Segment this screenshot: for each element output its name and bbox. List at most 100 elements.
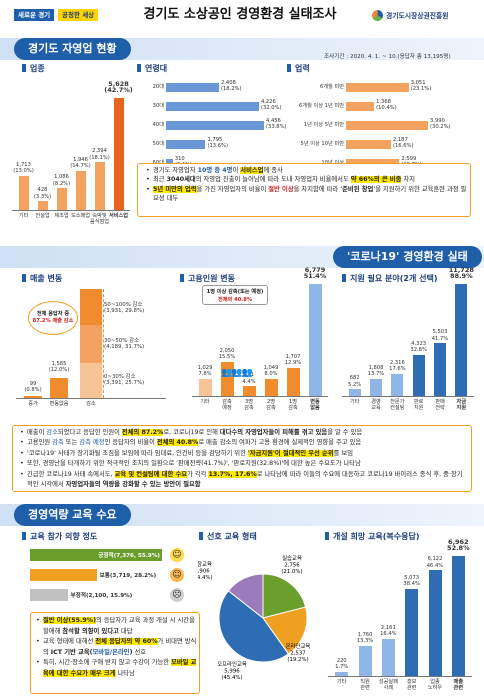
- sales-decrease-seg-3: [80, 363, 102, 398]
- age-value: 4,226 (32.0%): [260, 99, 282, 112]
- sales-label-decrease: 감소: [86, 401, 96, 407]
- support-axis: [342, 396, 474, 397]
- pie-slice: [218, 590, 290, 663]
- support-value: 11,728 88.9%: [448, 266, 474, 281]
- employees-bar: [220, 362, 234, 396]
- industry-label: 서비스업: [108, 213, 129, 219]
- age-bar: [166, 83, 219, 92]
- age-value: 4,456 (33.8%): [266, 118, 287, 131]
- topics-label: 홍보 관련: [406, 679, 417, 692]
- intent-bar: [30, 569, 97, 581]
- age-label: 40대: [152, 122, 164, 128]
- sales-decrease-seg-1: [80, 289, 102, 325]
- note-2-2: 고용인원 감축 또는 감축 예정인 응답자의 비율이 전체의 40.8%로 매출…: [20, 438, 468, 449]
- note-1-3: 5년 미만의 업력을 가진 자영업자의 비율이 절반 이상을 차지함에 따라 '…: [146, 185, 468, 204]
- page-title: 경기도 소상공인 경영환경 실태조사: [143, 7, 337, 22]
- industry-value: 1,946 (14.7%): [70, 157, 91, 170]
- career-title: 업력: [287, 63, 310, 74]
- career-value: 3,990 (30.2%): [430, 118, 451, 131]
- survey-note: 조사기간 : 2020. 4. 1. ~ 10.(응답자 총 13,195명): [324, 54, 451, 60]
- sales-label-nochange: 변동없음: [49, 401, 69, 407]
- employees-label: 3명 감축: [244, 399, 254, 412]
- topics-label: 매출 관련: [453, 679, 464, 692]
- pie-label: 실습교육 2,756 (21.0%): [281, 554, 302, 575]
- industry-bar: [75, 171, 86, 210]
- support-label: 기타: [349, 399, 360, 405]
- sales-seg-1-label: 50~100% 감소 (3,931, 29.8%): [104, 302, 145, 315]
- sales-bracket: [103, 289, 104, 398]
- employees-bar: [198, 378, 212, 396]
- employees-label: 기타: [200, 399, 210, 405]
- org-logo: 경기도시장상권진흥원: [372, 9, 482, 23]
- employees-value: 1,029 7.8%: [197, 364, 213, 378]
- sales-nochange-value: 1,585 (12.0%): [48, 361, 70, 374]
- topics-axis: [328, 676, 472, 677]
- person-icon: 👥: [231, 368, 242, 378]
- employees-bar: [264, 378, 278, 396]
- employees-bar: [286, 367, 300, 396]
- format-title: 선호 교육 형태: [199, 531, 257, 542]
- section2-title: '코로나19' 경영환경 실태: [333, 246, 482, 268]
- intent-value: 보통(3,719, 28.2%): [99, 573, 157, 579]
- header: 새로운 경기 공정한 세상 경기도 소상공인 경영환경 실태조사 경기도시장상권…: [0, 0, 484, 30]
- age-bar: [166, 102, 259, 111]
- support-label: 판매 전략: [435, 399, 445, 412]
- age-value: 2,408 (18.2%): [220, 80, 242, 93]
- topics-bar: [335, 672, 349, 676]
- topics-value: 6,122 46.4%: [426, 556, 444, 569]
- employees-bar: [242, 386, 256, 396]
- sales-label-increase: 증가: [28, 401, 38, 407]
- age-label: 20대: [152, 84, 164, 90]
- employees-axis: [192, 396, 328, 397]
- support-bar: [455, 284, 468, 396]
- intent-title: 교육 참가 의향 정도: [22, 531, 97, 542]
- career-bar: [346, 102, 375, 111]
- career-label: 5년 이상 10년 미만: [300, 141, 344, 147]
- note-2-4: 또한, 경영난을 타개하기 위한 적극적인 조치의 일환으로 '판매전략(41.…: [20, 459, 468, 470]
- topics-value: 5,073 38.4%: [403, 574, 420, 587]
- sales-increase-value: 99 (0.8%): [24, 381, 42, 394]
- industry-bar: [94, 162, 105, 210]
- pie-label: 온라인교육 2,537 (19.2%): [286, 642, 311, 663]
- note-1-1: 경기도 자영업자 10명 중 4명이 서비스업에 종사: [146, 166, 468, 176]
- employees-label: 변동 없음: [310, 399, 320, 412]
- industry-label: 숙박및 음식점업: [89, 213, 110, 226]
- career-bar: [346, 140, 391, 149]
- industry-bar: [113, 98, 124, 210]
- sales-callout-line2: 87.2% 매출 감소: [32, 318, 74, 324]
- note-2-1: 매출이 감소되었다고 응답한 인원이 전체의 87.2%로, 코로나19로 인해…: [20, 428, 468, 439]
- sales-callout: 전체 응답자 중 87.2% 매출 감소: [28, 301, 78, 335]
- sales-axis: [16, 398, 166, 399]
- industry-label: 제조업: [54, 213, 69, 219]
- topics-value: 220 1.7%: [335, 658, 349, 671]
- employees-value: 1,049 8.0%: [263, 364, 279, 377]
- career-label: 1년 이상 5년 미만: [303, 122, 344, 128]
- sales-nochange-bar: [50, 378, 68, 398]
- sales-increase-bar: [24, 396, 42, 398]
- support-label: 전문가 컨설팅: [390, 399, 405, 412]
- intent-bar: [30, 589, 68, 601]
- career-value: 3,051 (23.1%): [410, 80, 432, 93]
- support-label: 자금 지원: [456, 399, 467, 412]
- support-bar: [370, 378, 382, 396]
- header-tag-1: 새로운 경기: [14, 9, 55, 21]
- person-icon: 👥: [221, 368, 232, 378]
- person-icon: 👥: [241, 368, 252, 378]
- employees-title: 고용인원 변동: [180, 273, 235, 284]
- age-value: 1,795 (13.6%): [207, 137, 228, 150]
- industry-value: 1,713 (13.0%): [13, 161, 34, 175]
- org-logo-icon: [372, 10, 383, 21]
- section3-notes: 절반 이상(55.9%)의 응답자가 교육 과정 개설 시 시간을 할애해 참석…: [36, 616, 198, 680]
- topics-bar: [381, 638, 395, 676]
- pie-label: 오프라인교육 5,996 (45.4%): [217, 660, 247, 681]
- industry-label: 도소매업: [70, 213, 91, 219]
- support-bar: [391, 373, 404, 396]
- age-title: 연령대: [137, 63, 167, 74]
- section1-notes: 경기도 자영업자 10명 중 4명이 서비스업에 종사 최근 3040세대의 자…: [146, 166, 468, 204]
- sales-seg-3-label: 0~30% 감소 (3,391, 25.7%): [104, 374, 145, 387]
- employees-label: 2명 감축: [266, 399, 276, 412]
- support-bar: [348, 389, 361, 396]
- industry-bar: [18, 175, 29, 210]
- topics-label: 성공실패 사례: [378, 679, 398, 692]
- pie-slice: [262, 573, 307, 619]
